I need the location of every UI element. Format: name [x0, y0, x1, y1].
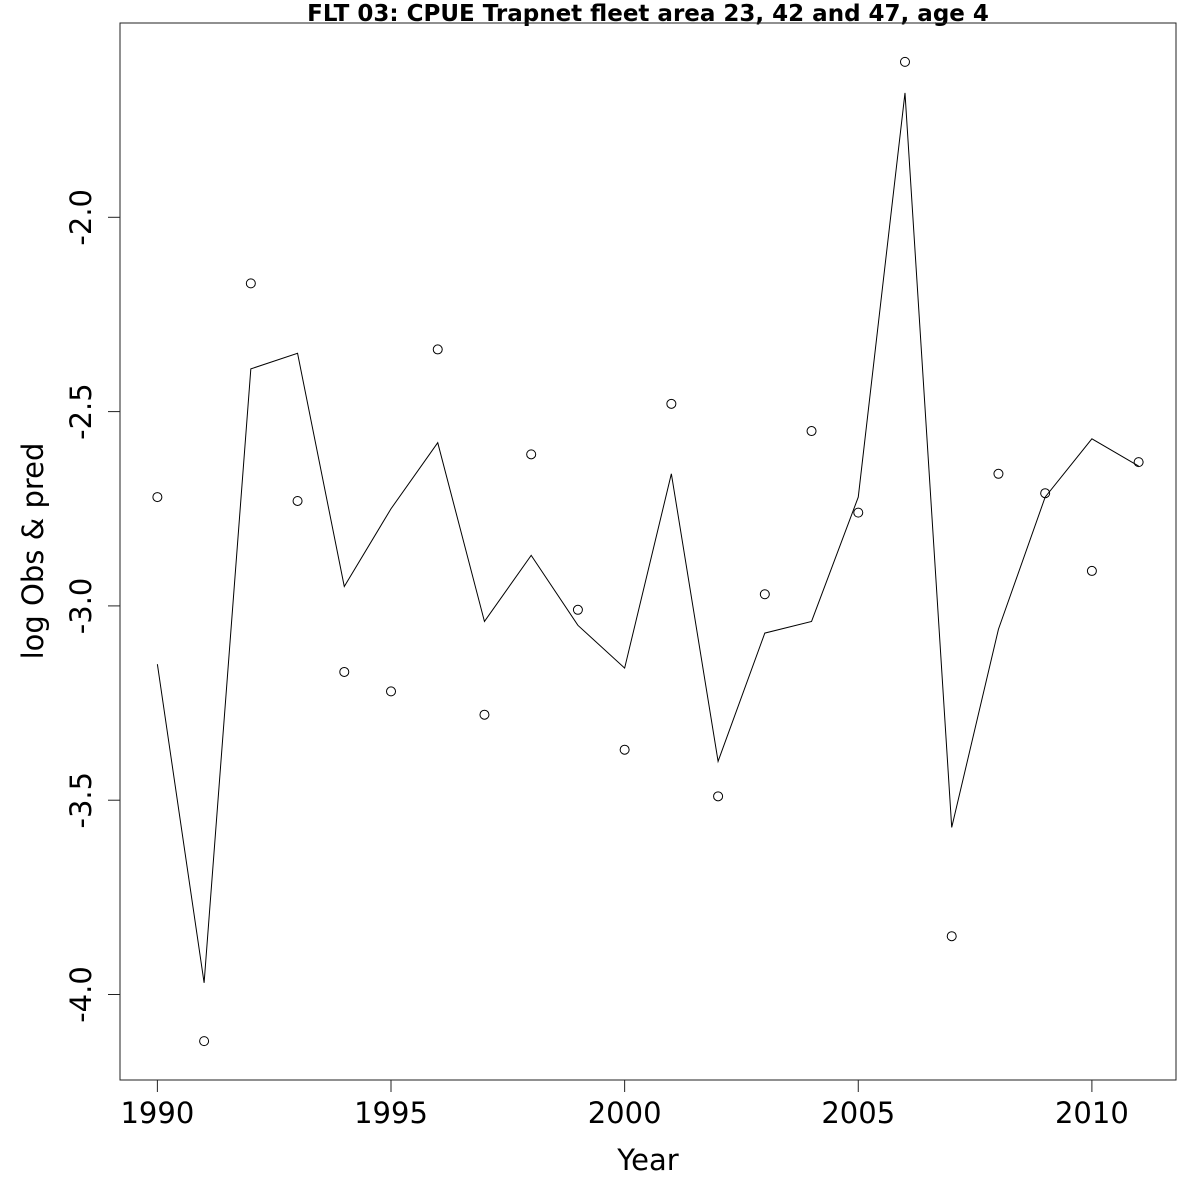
- x-tick-label: 2010: [1055, 1096, 1129, 1130]
- observed-point: [292, 495, 303, 506]
- y-tick-label: -2.5: [64, 383, 98, 440]
- observed-point: [339, 666, 350, 677]
- observed-point: [713, 791, 724, 802]
- observed-point: [619, 744, 630, 755]
- x-tick-label: 2000: [588, 1096, 662, 1130]
- observed-point: [899, 56, 910, 67]
- y-tick-label: -2.0: [64, 189, 98, 246]
- observed-point: [152, 492, 163, 503]
- y-tick-label: -3.0: [64, 578, 98, 635]
- observed-point: [245, 278, 256, 289]
- x-tick-label: 1990: [120, 1096, 194, 1130]
- x-tick-label: 2005: [821, 1096, 895, 1130]
- plot-frame: [119, 22, 1177, 1081]
- observed-point: [526, 449, 537, 460]
- observed-point: [806, 426, 817, 437]
- predicted-line: [156, 92, 1139, 983]
- plot-area: [152, 56, 1144, 1047]
- observed-point: [1086, 565, 1097, 576]
- x-tick-label: 1995: [354, 1096, 428, 1130]
- observed-point: [572, 604, 583, 615]
- y-axis: -4.0 -3.5 -3.0 -2.5 -2.0: [64, 189, 121, 1023]
- observed-point: [479, 709, 490, 720]
- x-axis-label: Year: [616, 1143, 678, 1177]
- observed-point: [759, 589, 770, 600]
- y-axis-label: log Obs & pred: [16, 443, 50, 660]
- y-tick-label: -4.0: [64, 966, 98, 1023]
- observed-point: [666, 398, 677, 409]
- x-axis: 1990 1995 2000 2005 2010: [120, 1079, 1129, 1130]
- y-tick-label: -3.5: [64, 772, 98, 829]
- observed-point: [946, 931, 957, 942]
- observed-point: [386, 686, 397, 697]
- observed-point: [199, 1036, 210, 1047]
- observed-point: [993, 468, 1004, 479]
- observed-point: [853, 507, 864, 518]
- observed-point: [1133, 457, 1144, 468]
- observed-point: [432, 344, 443, 355]
